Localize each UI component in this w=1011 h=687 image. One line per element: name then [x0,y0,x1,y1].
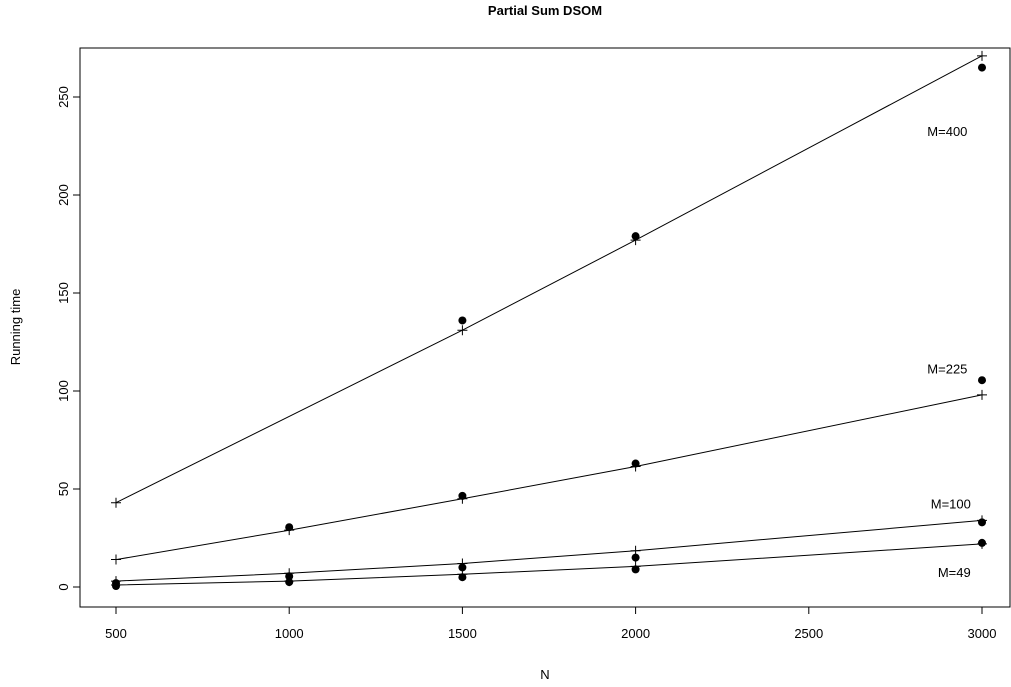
x-tick-label: 2000 [621,626,650,641]
x-tick-label: 3000 [968,626,997,641]
observed-point [112,582,120,591]
chart-title: Partial Sum DSOM [488,3,602,18]
fitted-line [115,55,983,504]
fitted-point [977,389,987,400]
fitted-line [115,394,983,561]
fitted-line [115,543,983,586]
series-label: M=100 [931,497,971,512]
observed-point [631,459,640,468]
y-tick-label: 150 [56,282,71,304]
fitted-line [115,519,983,582]
x-tick-label: 500 [105,626,127,641]
series-layer: M=400 M=225 M=100 M=49 [111,50,987,591]
x-tick-label: 1500 [448,626,477,641]
series-label: M=49 [938,565,971,580]
x-axis: 500 1000 1500 2000 2500 3000 [105,606,997,641]
observed-point [978,376,986,385]
x-axis-label: N [540,667,549,682]
y-tick-label: 50 [56,482,71,496]
plot-frame [79,47,1011,608]
observed-point [978,518,986,527]
observed-point [978,63,986,72]
series-label: M=225 [927,361,967,376]
observed-point [978,538,986,547]
observed-point [631,232,640,241]
observed-point [631,553,640,562]
observed-point [458,563,467,572]
y-tick-label: 0 [56,583,71,590]
observed-point [458,316,467,325]
fitted-point [977,50,987,61]
fitted-point [111,554,121,565]
observed-point [631,565,640,574]
y-tick-label: 200 [56,184,71,206]
fitted-point [457,325,468,336]
y-tick-label: 100 [56,380,71,402]
observed-point [285,523,294,532]
x-tick-label: 2500 [794,626,823,641]
series-label: M=400 [927,124,967,139]
fitted-point [111,497,121,508]
y-axis-label: Running time [8,289,23,366]
observed-point [285,578,294,587]
observed-point [458,573,467,582]
x-tick-label: 1000 [275,626,304,641]
y-axis: 0 50 100 150 200 250 [56,86,81,591]
observed-point [458,491,467,500]
y-tick-label: 250 [56,86,71,108]
